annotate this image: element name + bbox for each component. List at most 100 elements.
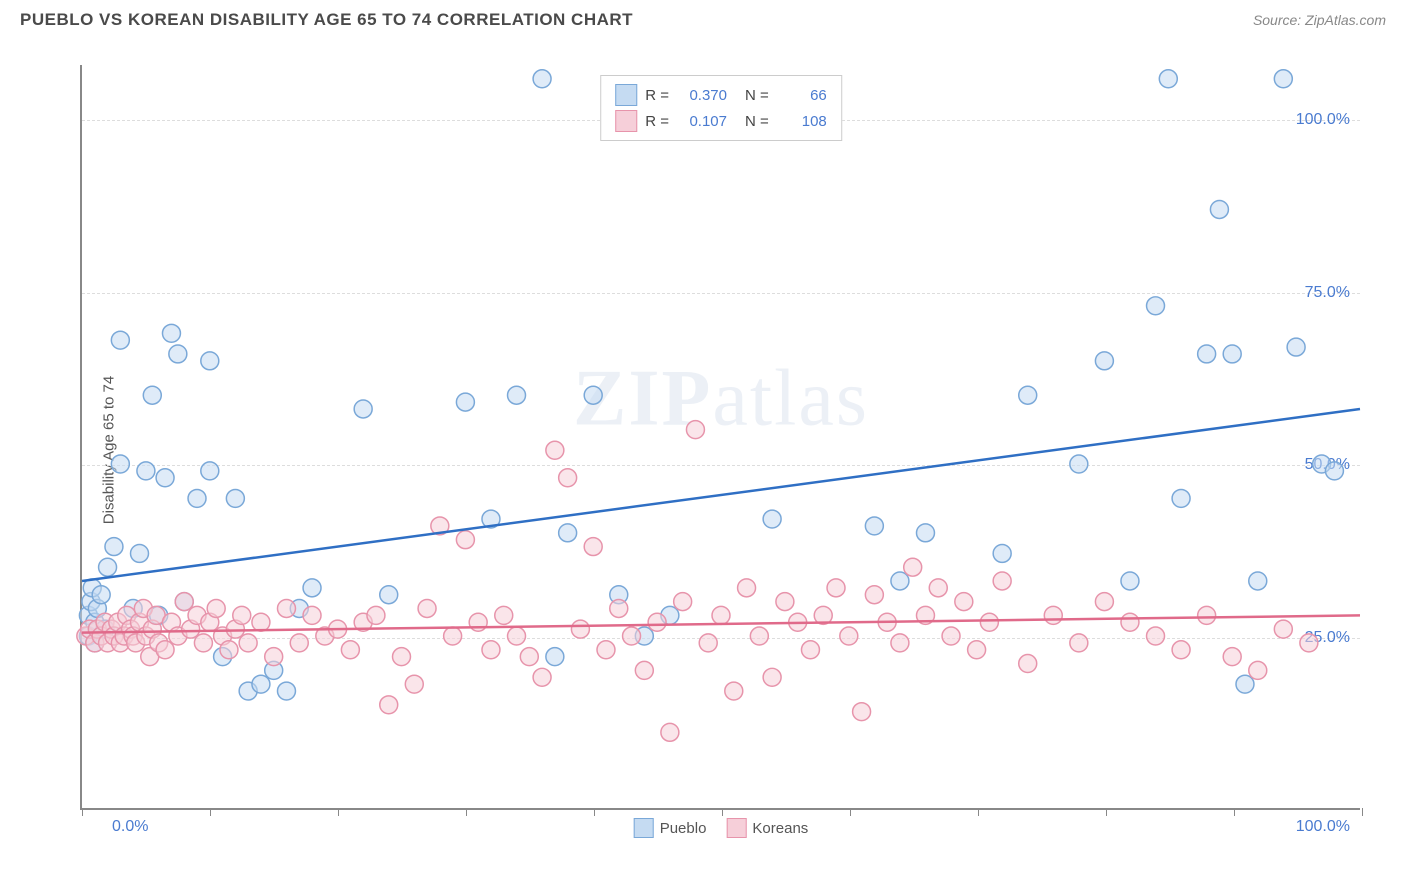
data-point [508, 386, 526, 404]
data-point [904, 558, 922, 576]
data-point [220, 641, 238, 659]
data-point [725, 682, 743, 700]
data-point [1147, 627, 1165, 645]
data-point [252, 613, 270, 631]
data-point [763, 510, 781, 528]
data-point [131, 544, 149, 562]
data-point [942, 627, 960, 645]
data-point [188, 489, 206, 507]
data-point [1121, 613, 1139, 631]
data-point [252, 675, 270, 693]
data-point [1287, 338, 1305, 356]
data-point [1274, 620, 1292, 638]
data-point [495, 606, 513, 624]
data-point [1019, 386, 1037, 404]
data-point [546, 648, 564, 666]
data-point [648, 613, 666, 631]
data-point [1019, 655, 1037, 673]
data-point [623, 627, 641, 645]
x-tick [210, 808, 211, 816]
legend-row: R =0.107N =108 [615, 108, 827, 134]
data-point [712, 606, 730, 624]
data-point [290, 634, 308, 652]
data-point [610, 600, 628, 618]
data-point [92, 586, 110, 604]
data-point [993, 544, 1011, 562]
x-tick [978, 808, 979, 816]
data-point [955, 593, 973, 611]
legend-row: R =0.370N =66 [615, 82, 827, 108]
legend-n-label: N = [745, 113, 769, 130]
data-point [456, 531, 474, 549]
data-point [194, 634, 212, 652]
data-point [482, 641, 500, 659]
x-tick [1234, 808, 1235, 816]
data-point [1300, 634, 1318, 652]
data-point [916, 524, 934, 542]
data-point [1223, 648, 1241, 666]
data-point [1172, 641, 1190, 659]
data-point [1095, 352, 1113, 370]
data-point [840, 627, 858, 645]
data-point [143, 386, 161, 404]
data-point [1249, 572, 1267, 590]
data-point [303, 606, 321, 624]
data-point [175, 593, 193, 611]
data-point [1070, 634, 1088, 652]
data-point [1223, 345, 1241, 363]
data-point [226, 489, 244, 507]
x-axis-min-label: 0.0% [112, 818, 148, 836]
data-point [137, 462, 155, 480]
data-point [891, 572, 909, 590]
data-point [801, 641, 819, 659]
data-point [571, 620, 589, 638]
data-point [661, 723, 679, 741]
data-point [635, 661, 653, 679]
data-point [738, 579, 756, 597]
x-tick [1362, 808, 1363, 816]
data-point [686, 421, 704, 439]
data-point [865, 586, 883, 604]
data-point [699, 634, 717, 652]
data-point [1095, 593, 1113, 611]
data-point [929, 579, 947, 597]
legend-r-label: R = [645, 113, 669, 130]
data-point [980, 613, 998, 631]
data-point [1249, 661, 1267, 679]
data-point [584, 538, 602, 556]
data-point [99, 558, 117, 576]
data-point [367, 606, 385, 624]
data-point [853, 703, 871, 721]
legend-swatch [634, 818, 654, 838]
legend-swatch [615, 84, 637, 106]
data-point [162, 324, 180, 342]
data-point [156, 469, 174, 487]
legend-r-value: 0.370 [677, 87, 727, 104]
x-tick [850, 808, 851, 816]
legend-n-value: 108 [777, 113, 827, 130]
chart-title: PUEBLO VS KOREAN DISABILITY AGE 65 TO 74… [20, 10, 633, 30]
data-point [456, 393, 474, 411]
data-point [405, 675, 423, 693]
data-point [111, 455, 129, 473]
data-point [1147, 297, 1165, 315]
data-point [380, 586, 398, 604]
data-point [993, 572, 1011, 590]
data-point [277, 682, 295, 700]
x-axis-max-label: 100.0% [1296, 818, 1350, 836]
data-point [169, 345, 187, 363]
data-point [546, 441, 564, 459]
data-point [1198, 345, 1216, 363]
data-point [968, 641, 986, 659]
data-point [341, 641, 359, 659]
legend-correlation: R =0.370N =66R =0.107N =108 [600, 75, 842, 141]
data-point [393, 648, 411, 666]
data-point [865, 517, 883, 535]
x-tick [722, 808, 723, 816]
data-point [265, 648, 283, 666]
data-point [239, 634, 257, 652]
plot-area: ZIPatlas 25.0%50.0%75.0%100.0% R =0.370N… [80, 65, 1360, 810]
x-tick [594, 808, 595, 816]
data-point [559, 469, 577, 487]
source-label: Source: ZipAtlas.com [1253, 12, 1386, 28]
